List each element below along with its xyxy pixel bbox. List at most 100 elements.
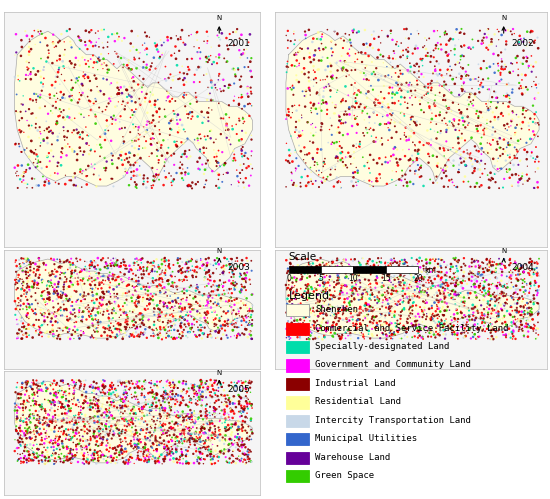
Point bbox=[79, 425, 88, 433]
Point bbox=[150, 300, 158, 308]
Point bbox=[288, 288, 296, 296]
Point bbox=[164, 427, 173, 435]
Point bbox=[129, 328, 138, 336]
Point bbox=[309, 155, 317, 163]
Point bbox=[352, 144, 361, 152]
Point bbox=[128, 394, 136, 402]
Point bbox=[295, 333, 304, 341]
Point bbox=[31, 387, 40, 395]
Point bbox=[403, 66, 412, 74]
Point bbox=[334, 273, 343, 281]
Point bbox=[35, 401, 43, 409]
Point bbox=[93, 408, 102, 416]
Point bbox=[197, 108, 206, 116]
Point bbox=[412, 320, 421, 328]
Point bbox=[313, 161, 322, 169]
Point bbox=[37, 448, 46, 456]
Point bbox=[148, 274, 157, 282]
Point bbox=[512, 170, 520, 178]
Point bbox=[229, 392, 238, 400]
Point bbox=[415, 311, 424, 319]
Point bbox=[428, 309, 437, 317]
Point bbox=[225, 81, 234, 89]
Point bbox=[478, 311, 487, 319]
Point bbox=[296, 285, 305, 293]
Point bbox=[389, 280, 398, 288]
Point bbox=[29, 397, 37, 405]
Point bbox=[169, 261, 178, 269]
Point bbox=[19, 319, 28, 327]
Point bbox=[236, 137, 245, 145]
Point bbox=[418, 318, 427, 326]
Point bbox=[232, 130, 241, 138]
Point bbox=[504, 139, 513, 147]
Point bbox=[305, 260, 314, 268]
Point bbox=[293, 134, 302, 142]
Point bbox=[409, 157, 417, 165]
Point bbox=[472, 107, 481, 115]
Point bbox=[317, 119, 326, 127]
Point bbox=[432, 323, 441, 331]
Point bbox=[125, 154, 134, 162]
Point bbox=[502, 330, 510, 338]
Point bbox=[155, 316, 164, 324]
Point bbox=[481, 289, 490, 297]
Point bbox=[318, 297, 327, 305]
Point bbox=[169, 390, 178, 398]
Point bbox=[221, 126, 230, 134]
Point bbox=[40, 395, 49, 403]
Point bbox=[197, 402, 206, 410]
Point bbox=[390, 257, 399, 265]
Point bbox=[329, 292, 338, 300]
Point bbox=[68, 92, 76, 100]
Point bbox=[327, 306, 336, 314]
Point bbox=[23, 303, 31, 311]
Text: Shenzhen: Shenzhen bbox=[316, 305, 359, 314]
Point bbox=[409, 289, 417, 297]
Point bbox=[350, 58, 359, 66]
Point bbox=[59, 283, 68, 291]
Point bbox=[319, 314, 328, 322]
Point bbox=[57, 428, 65, 436]
Point bbox=[352, 325, 361, 333]
Point bbox=[527, 324, 536, 332]
Point bbox=[236, 407, 245, 415]
Point bbox=[521, 261, 530, 269]
Point bbox=[393, 62, 402, 70]
Point bbox=[465, 294, 474, 302]
Point bbox=[12, 383, 21, 391]
Point bbox=[519, 313, 528, 321]
Point bbox=[17, 148, 26, 156]
Point bbox=[75, 335, 84, 343]
Point bbox=[102, 158, 111, 166]
Point bbox=[46, 278, 55, 286]
Point bbox=[23, 274, 31, 282]
Point bbox=[295, 307, 304, 315]
Point bbox=[215, 417, 224, 425]
Point bbox=[156, 403, 164, 411]
Point bbox=[385, 276, 394, 284]
Point bbox=[472, 293, 481, 301]
Point bbox=[403, 325, 412, 333]
Point bbox=[157, 141, 166, 149]
Point bbox=[436, 45, 444, 53]
Point bbox=[98, 400, 107, 408]
Point bbox=[155, 54, 164, 62]
Point bbox=[161, 429, 170, 437]
Point bbox=[135, 435, 144, 443]
Point bbox=[223, 322, 232, 330]
Point bbox=[73, 424, 82, 432]
Point bbox=[28, 277, 37, 285]
Point bbox=[167, 322, 175, 330]
Point bbox=[242, 385, 251, 393]
Point bbox=[76, 403, 85, 411]
Point bbox=[169, 389, 178, 397]
Point bbox=[16, 422, 25, 430]
Point bbox=[313, 324, 322, 332]
Point bbox=[423, 84, 432, 92]
Point bbox=[359, 267, 367, 275]
Point bbox=[113, 163, 122, 171]
Point bbox=[71, 278, 80, 286]
Point bbox=[241, 149, 250, 157]
Point bbox=[327, 322, 336, 330]
